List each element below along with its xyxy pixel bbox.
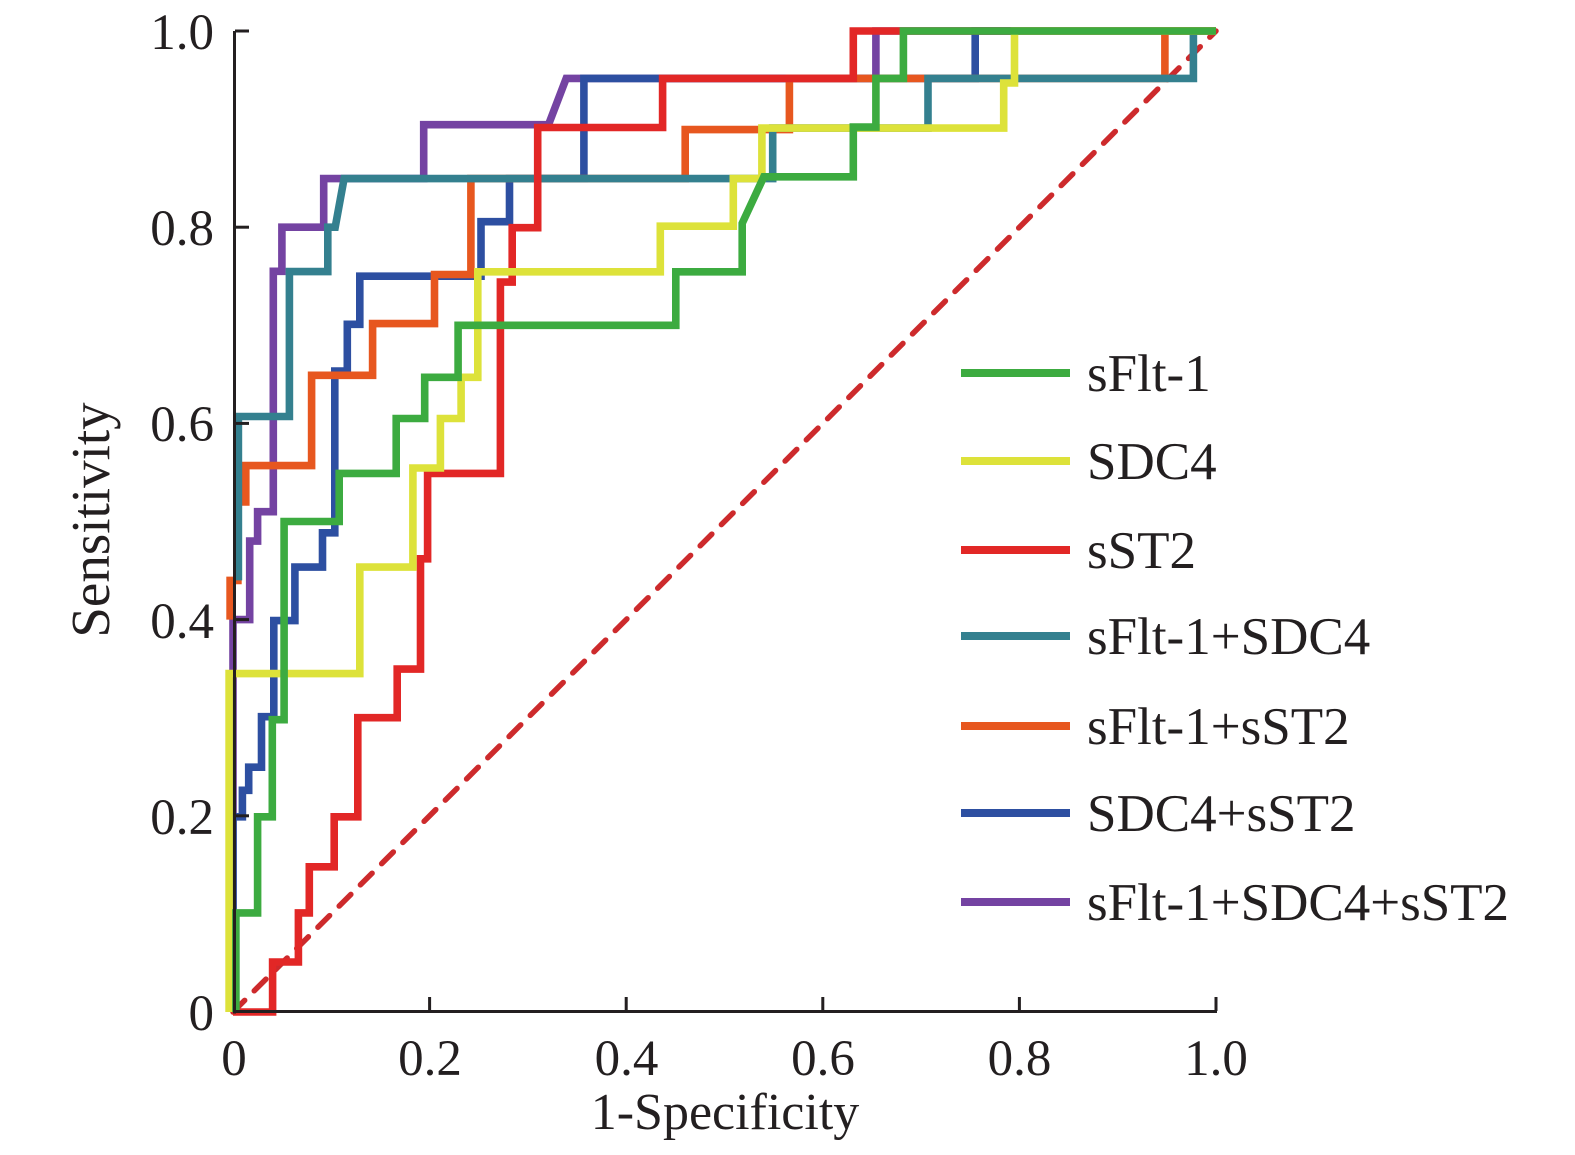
svg-text:0.6: 0.6 [150,397,214,453]
svg-text:1-Specificity: 1-Specificity [591,1084,860,1141]
svg-text:0.2: 0.2 [150,790,214,846]
svg-text:sFlt-1+SDC4: sFlt-1+SDC4 [1087,608,1370,666]
svg-text:0: 0 [221,1031,247,1087]
svg-text:SDC4: SDC4 [1087,433,1217,491]
svg-text:1.0: 1.0 [150,5,214,61]
svg-text:0.8: 0.8 [150,201,214,257]
svg-text:0.4: 0.4 [595,1031,659,1087]
svg-text:0.4: 0.4 [150,594,214,650]
svg-text:SDC4+sST2: SDC4+sST2 [1087,785,1355,843]
svg-text:sFlt-1+sST2: sFlt-1+sST2 [1087,698,1350,756]
svg-text:sFlt-1: sFlt-1 [1087,345,1211,403]
svg-text:0.6: 0.6 [791,1031,855,1087]
svg-text:1.0: 1.0 [1184,1031,1248,1087]
svg-text:0.2: 0.2 [398,1031,462,1087]
svg-text:sFlt-1+SDC4+sST2: sFlt-1+SDC4+sST2 [1087,874,1509,932]
svg-text:Sensitivity: Sensitivity [60,402,121,638]
svg-text:sST2: sST2 [1087,522,1196,580]
svg-text:0: 0 [189,986,215,1042]
svg-text:0.8: 0.8 [988,1031,1052,1087]
